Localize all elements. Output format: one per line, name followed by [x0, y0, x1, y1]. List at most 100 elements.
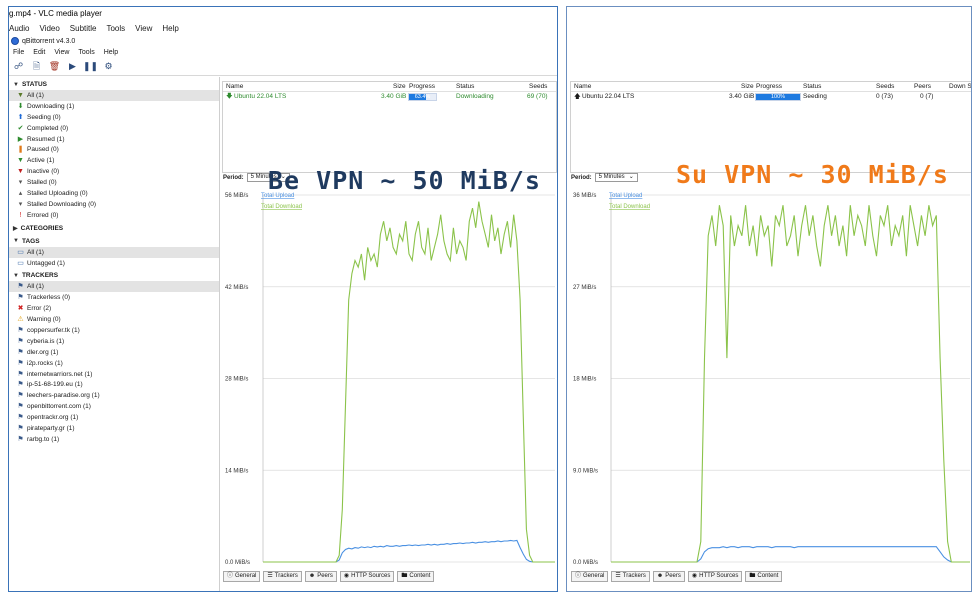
vlc-menu-view[interactable]: View [135, 23, 153, 33]
col-name[interactable]: Name [574, 83, 592, 90]
overlay-caption-left: Be VPN ~ 50 MiB/s [268, 166, 541, 195]
sidebar-item[interactable]: ⚑ Trackerless (0) [9, 292, 219, 303]
tags-section-header[interactable]: ▼ TAGS [13, 237, 40, 245]
qb-menu-tools[interactable]: Tools [78, 49, 95, 56]
download-series-line [263, 201, 555, 563]
sidebar-item[interactable]: ✖ Error (2) [9, 303, 219, 314]
qb-menu-view[interactable]: View [54, 49, 70, 56]
globe-icon: ◉ [343, 573, 350, 579]
tab-http-sources[interactable]: ◉ HTTP Sources [687, 571, 743, 582]
legend-total-download[interactable]: Total Download [609, 204, 650, 210]
vlc-menu-audio[interactable]: Audio [9, 23, 30, 33]
sidebar-item[interactable]: ▭ All (1) [9, 246, 219, 258]
torrent-row[interactable]: 🡇 Ubuntu 22.04 LTS 3.40 GiB 63.4% Downlo… [223, 92, 556, 102]
col-name[interactable]: Name [226, 83, 244, 90]
vlc-menu-subtitle[interactable]: Subtitle [69, 23, 97, 33]
pause-button[interactable]: ❚❚ [82, 61, 99, 71]
delete-torrent-button[interactable]: 🗑 [48, 61, 61, 71]
period-select[interactable]: 5 Minutes ⌄ [246, 173, 290, 182]
sidebar-item-label: dler.org (1) [27, 348, 59, 356]
col-size[interactable]: Size [741, 83, 754, 90]
vlc-menu-bar: Audio Video Subtitle Tools View Help [9, 21, 557, 35]
sidebar-item[interactable]: ▼ All (1) [9, 90, 219, 101]
tab-content[interactable]: 🖿 Content [745, 571, 783, 582]
sidebar-item[interactable]: ⚑ rarbg.to (1) [9, 434, 219, 445]
sidebar-item-label: Inactive (0) [27, 168, 60, 176]
add-torrent-file-button[interactable]: 🗎 [32, 60, 41, 71]
qb-menu-file[interactable]: File [13, 49, 25, 56]
sidebar-item[interactable]: ⬇ Downloading (1) [9, 101, 219, 112]
col-seeds[interactable]: Seeds [529, 83, 548, 90]
sidebar-item[interactable]: ⚑ openbittorrent.com (1) [9, 401, 219, 412]
legend-total-upload[interactable]: Total Upload [609, 193, 642, 199]
tab-trackers[interactable]: ☰ Trackers [611, 571, 650, 582]
col-status[interactable]: Status [456, 83, 475, 90]
tab-http-sources[interactable]: ◉ HTTP Sources [339, 571, 395, 582]
sidebar-item[interactable]: ❚ Paused (0) [9, 144, 219, 155]
sidebar-item[interactable]: ▭ Untagged (1) [9, 258, 219, 269]
col-progress[interactable]: Progress [756, 83, 783, 90]
categories-section-header[interactable]: ▶ CATEGORIES [13, 224, 64, 232]
legend-total-upload[interactable]: Total Upload [261, 193, 294, 199]
sidebar-item-label: opentrackr.org (1) [27, 414, 79, 422]
sidebar-item[interactable]: ⚑ pirateparty.gr (1) [9, 423, 219, 434]
sidebar-item[interactable]: ▼ Active (1) [9, 155, 219, 166]
sidebar-item[interactable]: ⚑ leechers-paradise.org (1) [9, 390, 219, 401]
torrent-list-header: Name Size Progress Status Seeds Peers Do… [571, 82, 971, 92]
col-peers[interactable]: Peers [914, 83, 931, 90]
tab-peers[interactable]: ☻ Peers [652, 571, 685, 582]
resume-button[interactable]: ▶ [69, 61, 76, 71]
qbittorrent-title-bar: qBittorrent v4.3.0 [9, 35, 557, 47]
speed-graph: 36 MiB/s 27 MiB/s 18 MiB/s 9.0 MiB/s 0.0 MiB… [571, 185, 971, 570]
sidebar-item[interactable]: ✔ Completed (0) [9, 123, 219, 134]
sidebar-item[interactable]: ⚑ coppersurfer.tk (1) [9, 325, 219, 336]
sidebar-item-label: All (1) [27, 283, 44, 291]
add-torrent-link-button[interactable]: ☍ [13, 61, 24, 71]
tab-general[interactable]: ⓘ General [223, 571, 261, 582]
tab-general[interactable]: ⓘ General [571, 571, 609, 582]
options-gear-button[interactable]: ⚙ [104, 61, 113, 71]
stalled-up-icon: ▴ [18, 189, 23, 197]
sidebar-item[interactable]: ▴ Stalled Uploading (0) [9, 188, 219, 199]
status-filter-list: ▼ All (1) ⬇ Downloading (1) ⬆ Seeding (0) ✔ Com… [9, 90, 219, 221]
col-down-speed[interactable]: Down S [949, 83, 972, 90]
upload-arrow-icon: ⬆ [17, 113, 24, 121]
period-label: Period: [571, 174, 592, 181]
sidebar-item-label: Stalled Downloading (0) [27, 200, 97, 208]
qb-menu-edit[interactable]: Edit [33, 49, 46, 56]
vlc-menu-tools[interactable]: Tools [106, 23, 126, 33]
sidebar-item[interactable]: ▼ Inactive (0) [9, 166, 219, 177]
sidebar-item[interactable]: ⚑ i2p.rocks (1) [9, 358, 219, 369]
vlc-menu-help[interactable]: Help [162, 23, 179, 33]
sidebar-item[interactable]: ! Errored (0) [9, 210, 219, 221]
sidebar-item[interactable]: ⚑ All (1) [9, 281, 219, 293]
col-progress[interactable]: Progress [409, 83, 436, 90]
tab-trackers[interactable]: ☰ Trackers [263, 571, 302, 582]
torrent-row[interactable]: 🡅 Ubuntu 22.04 LTS 3.40 GiB 100% Seeding… [571, 92, 971, 102]
trackers-section-header[interactable]: ▼ TRACKERS [13, 272, 59, 280]
qb-menu-help[interactable]: Help [103, 49, 119, 56]
col-seeds[interactable]: Seeds [876, 83, 895, 90]
status-section-header[interactable]: ▼ STATUS [13, 81, 47, 88]
col-status[interactable]: Status [803, 83, 822, 90]
vlc-menu-video[interactable]: Video [39, 23, 60, 33]
sidebar-item[interactable]: ⚠ Warning (0) [9, 314, 219, 325]
sidebar-item[interactable]: ⬆ Seeding (0) [9, 112, 219, 123]
sidebar-item[interactable]: ▾ Stalled Downloading (0) [9, 199, 219, 210]
sidebar-item[interactable]: ⚑ dler.org (1) [9, 347, 219, 358]
period-select[interactable]: 5 Minutes ⌄ [594, 173, 638, 182]
sidebar-item[interactable]: ⚑ internetwarriors.net (1) [9, 369, 219, 380]
sidebar-item[interactable]: ▶ Resumed (1) [9, 134, 219, 145]
tracker-icon: ⚑ [17, 381, 24, 389]
col-size[interactable]: Size [393, 83, 406, 90]
sidebar-item[interactable]: ⚑ opentrackr.org (1) [9, 412, 219, 423]
legend-total-download[interactable]: Total Download [261, 204, 302, 210]
sidebar-item[interactable]: ▾ Stalled (0) [9, 177, 219, 188]
tab-content[interactable]: 🖿 Content [397, 571, 435, 582]
stalled-icon: ▾ [18, 179, 23, 187]
torrent-list-header: Name Size Progress Status Seeds [223, 82, 556, 92]
caret-right-icon: ▶ [13, 225, 18, 232]
sidebar-item[interactable]: ⚑ cyberia.is (1) [9, 336, 219, 347]
tab-peers[interactable]: ☻ Peers [304, 571, 337, 582]
sidebar-item[interactable]: ⚑ ip-51-68-199.eu (1) [9, 379, 219, 390]
